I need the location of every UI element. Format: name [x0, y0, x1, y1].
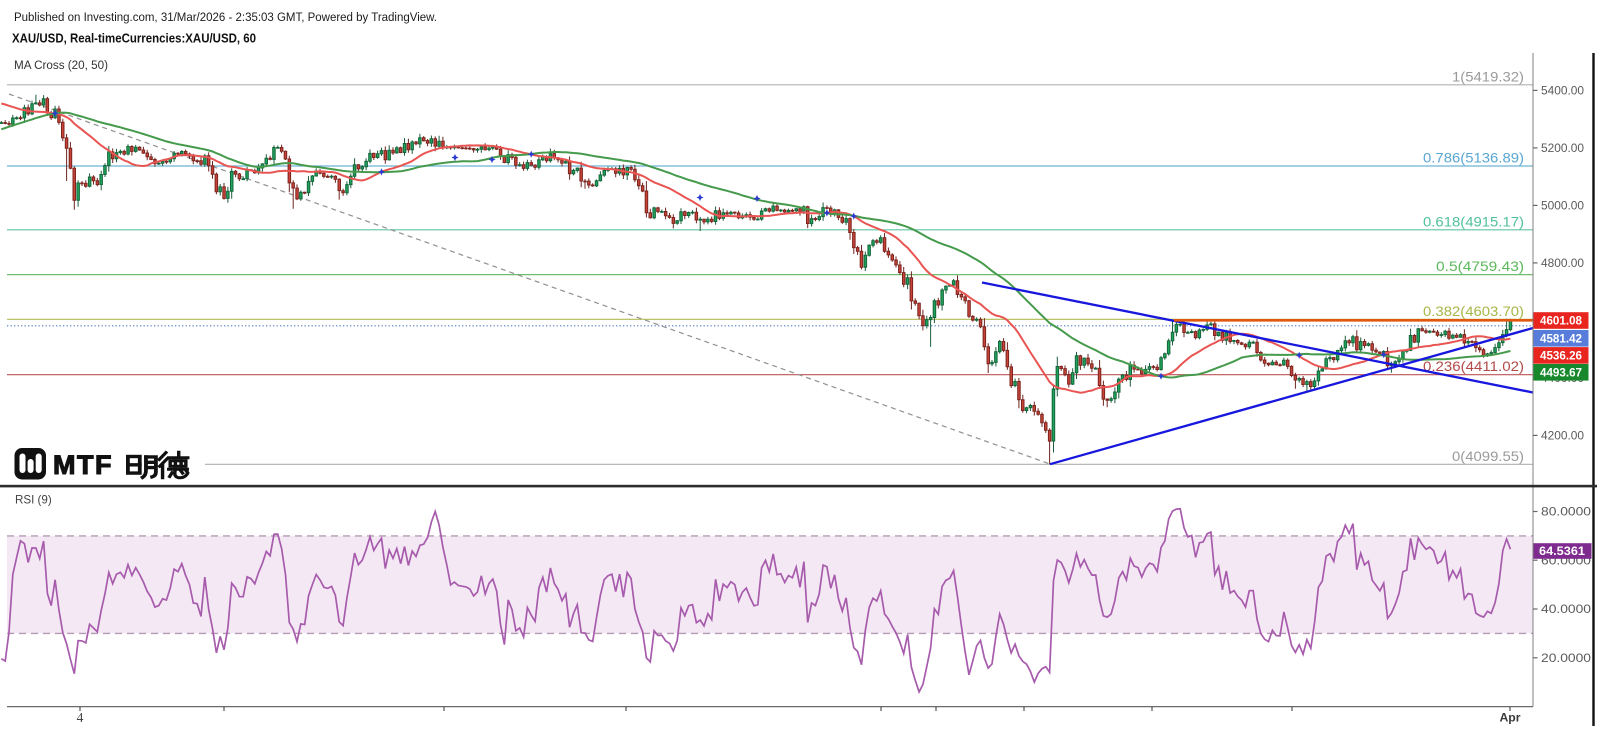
- svg-text:0.5(4759.43): 0.5(4759.43): [1436, 259, 1524, 274]
- svg-text:4800.00: 4800.00: [1541, 256, 1584, 270]
- svg-text:XAU/USD, Real-timeCurrencies:X: XAU/USD, Real-timeCurrencies:XAU/USD, 60: [12, 31, 256, 46]
- svg-text:0.382(4603.70): 0.382(4603.70): [1423, 304, 1524, 319]
- svg-text:MA Cross (20, 50): MA Cross (20, 50): [14, 58, 108, 72]
- svg-text:64.5361: 64.5361: [1539, 544, 1585, 558]
- svg-text:0(4099.55): 0(4099.55): [1452, 449, 1524, 464]
- svg-text:4581.42: 4581.42: [1540, 332, 1582, 346]
- svg-text:4: 4: [77, 710, 84, 725]
- svg-text:4601.08: 4601.08: [1540, 314, 1582, 328]
- svg-text:5400.00: 5400.00: [1541, 84, 1584, 98]
- svg-text:80.0000: 80.0000: [1541, 505, 1591, 519]
- svg-text:Apr: Apr: [1500, 711, 1521, 725]
- svg-text:5200.00: 5200.00: [1541, 141, 1584, 155]
- svg-text:0.618(4915.17): 0.618(4915.17): [1423, 214, 1524, 229]
- svg-text:5000.00: 5000.00: [1541, 199, 1584, 213]
- svg-text:0.236(4411.02): 0.236(4411.02): [1423, 359, 1524, 374]
- svg-text:RSI (9): RSI (9): [15, 494, 52, 507]
- svg-text:4493.67: 4493.67: [1540, 366, 1582, 380]
- svg-text:MTF: MTF: [53, 450, 113, 480]
- svg-text:0.786(5136.89): 0.786(5136.89): [1423, 151, 1524, 166]
- svg-text:1(5419.32): 1(5419.32): [1452, 69, 1524, 84]
- svg-text:Published on Investing.com, 31: Published on Investing.com, 31/Mar/2026 …: [14, 10, 437, 24]
- svg-text:20.0000: 20.0000: [1541, 651, 1591, 665]
- svg-text:40.0000: 40.0000: [1541, 602, 1591, 616]
- svg-text:4536.26: 4536.26: [1540, 349, 1582, 363]
- svg-text:4200.00: 4200.00: [1541, 429, 1584, 443]
